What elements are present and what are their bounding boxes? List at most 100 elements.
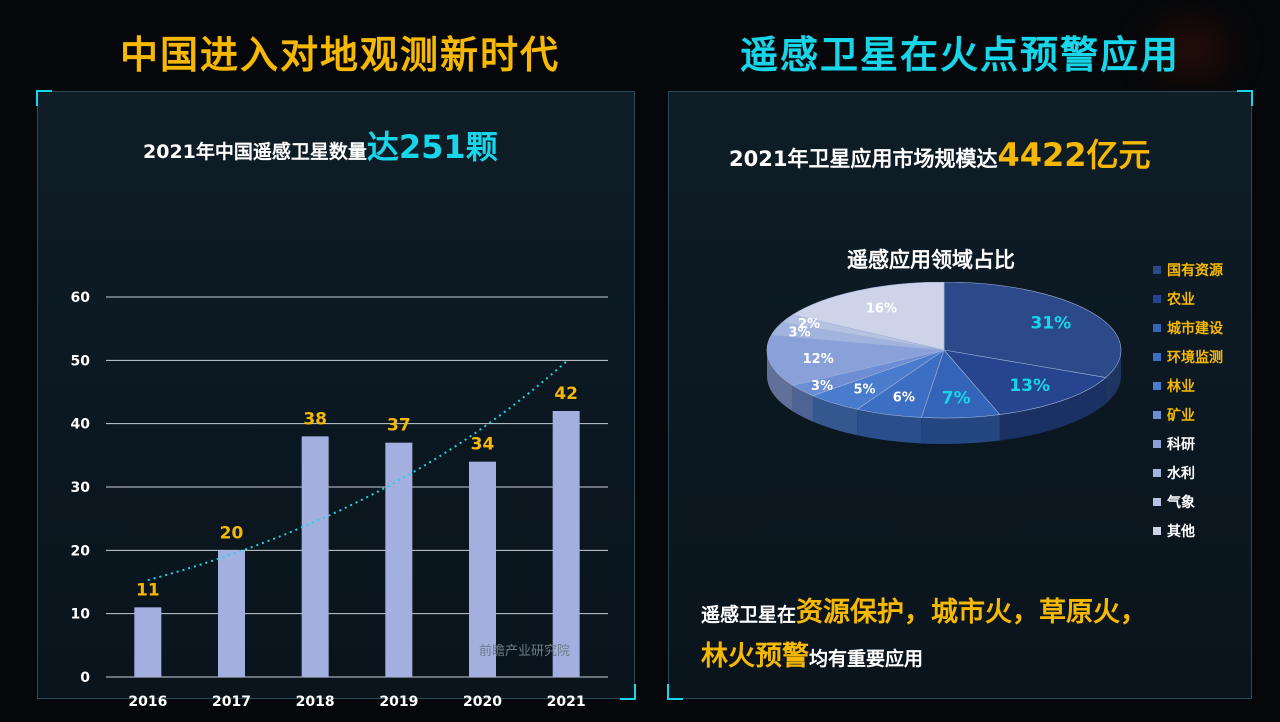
corner-accent <box>620 684 636 700</box>
y-tick-label: 50 <box>71 353 91 369</box>
legend-swatch <box>1153 526 1161 535</box>
legend-item: 农业 <box>1153 284 1223 313</box>
legend-item: 矿业 <box>1153 400 1223 429</box>
legend-item: 环境监测 <box>1153 342 1223 371</box>
pie-slice <box>943 282 1122 378</box>
x-tick-label: 2019 <box>379 694 418 710</box>
bar-value-label: 37 <box>387 416 411 436</box>
y-tick-label: 40 <box>71 417 91 433</box>
legend-item: 其他 <box>1153 516 1223 545</box>
legend-swatch <box>1153 381 1161 390</box>
legend-label: 科研 <box>1167 436 1195 453</box>
bar-value-label: 20 <box>220 523 244 543</box>
subtitle-highlight: 达251颗 <box>366 128 498 166</box>
x-tick-label: 2017 <box>212 694 251 710</box>
subtitle-highlight: 4422亿元 <box>997 136 1151 174</box>
legend-swatch <box>1153 410 1161 419</box>
pie-slice-label: 2% <box>798 317 820 332</box>
bar <box>469 461 496 677</box>
bar <box>134 607 162 677</box>
legend-label: 国有资源 <box>1167 262 1223 279</box>
legend-item: 气象 <box>1153 487 1223 516</box>
legend-swatch <box>1153 468 1161 477</box>
legend-swatch <box>1153 352 1161 361</box>
legend-label: 林业 <box>1167 378 1195 395</box>
legend-swatch <box>1153 265 1161 274</box>
subtitle-prefix: 2021年中国遥感卫星数量 <box>143 141 367 163</box>
bar <box>385 442 413 677</box>
bar <box>218 550 245 677</box>
legend-swatch <box>1153 294 1161 303</box>
pie-slice <box>943 349 1107 415</box>
corner-accent <box>667 684 683 700</box>
market-size-subtitle: 2021年卫星应用市场规模达4422亿元 <box>729 130 1151 176</box>
pie-slice-side <box>999 377 1106 441</box>
pie-slice-side <box>812 395 858 436</box>
desc-highlight1: 资源保护，城市火，草原火， <box>796 597 1148 628</box>
x-tick-label: 2021 <box>547 694 586 710</box>
pie-slice <box>791 282 945 351</box>
x-tick-label: 2018 <box>296 694 335 710</box>
application-description: 遥感卫星在资源保护，城市火，草原火， 林火预警均有重要应用 <box>701 592 1241 680</box>
legend-item: 水利 <box>1153 458 1223 487</box>
pie-slice-label: 5% <box>854 382 876 397</box>
pie-slice-label: 7% <box>942 389 971 409</box>
legend-item: 林业 <box>1153 371 1223 400</box>
bar-value-label: 11 <box>136 580 160 600</box>
bar-value-label: 42 <box>554 384 578 404</box>
pie-slice-side <box>767 350 793 412</box>
pie-slice-label: 3% <box>811 379 833 394</box>
left-heading: 中国进入对地观测新时代 <box>119 33 560 77</box>
desc-part2: 均有重要应用 <box>809 648 924 670</box>
legend-label: 农业 <box>1167 291 1195 308</box>
pie-slice-side <box>1105 350 1121 404</box>
desc-highlight2: 林火预警 <box>701 641 809 672</box>
bar-value-label: 34 <box>471 435 495 455</box>
legend-item: 城市建设 <box>1153 313 1223 342</box>
legend-label: 矿业 <box>1167 407 1195 424</box>
pie-slice-label: 13% <box>1009 376 1050 396</box>
bar <box>301 436 329 677</box>
source-label: 前瞻产业研究院 <box>479 644 571 659</box>
legend-label: 城市建设 <box>1167 320 1223 337</box>
satellite-bar-chart: 0 10 20 30 40 50 60 11 2016 20 2017 38 2018 37 2019 34 2… <box>71 290 608 710</box>
pie-slice-label: 16% <box>866 301 897 316</box>
legend-swatch <box>1153 439 1161 448</box>
legend-swatch <box>1153 323 1161 332</box>
legend-item: 国有资源 <box>1153 255 1223 284</box>
y-tick-label: 20 <box>71 543 91 559</box>
legend-item: 科研 <box>1153 429 1223 458</box>
y-tick-label: 10 <box>71 607 91 623</box>
subtitle-prefix: 2021年卫星应用市场规模达 <box>729 147 998 171</box>
x-tick-label: 2016 <box>128 694 167 710</box>
legend-label: 气象 <box>1167 494 1195 511</box>
bar-value-label: 38 <box>303 409 327 429</box>
pie-slice-label: 31% <box>1030 313 1071 333</box>
corner-accent <box>1237 90 1253 106</box>
pie-slice-label: 12% <box>803 352 834 367</box>
pie-title: 遥感应用领域占比 <box>847 248 1015 272</box>
corner-accent <box>36 90 52 106</box>
trend-line <box>147 360 567 582</box>
application-pie-chart: 31%13%7%6%5%3%12%3%2%16% <box>766 282 1122 444</box>
right-heading: 遥感卫星在火点预警应用 <box>739 33 1180 77</box>
pie-legend: 国有资源农业城市建设环境监测林业矿业科研水利气象其他 <box>1153 255 1223 545</box>
pie-slice-side <box>857 409 922 444</box>
bar <box>552 411 580 677</box>
background-glow <box>1150 20 1230 80</box>
pie-slice-side <box>921 414 1000 444</box>
y-tick-label: 60 <box>71 290 91 306</box>
pie-slice-side <box>792 385 813 422</box>
pie-chart-panel: 2021年卫星应用市场规模达4422亿元 遥感应用领域占比 31% 13% 7% 6%… <box>667 90 1253 700</box>
bar-chart-panel: 2021年中国遥感卫星数量达251颗 0 10 20 30 40 50 60 11 2016 20… <box>36 90 636 710</box>
desc-part1: 遥感卫星在 <box>701 604 797 626</box>
legend-swatch <box>1153 497 1161 506</box>
x-tick-label: 2020 <box>463 694 502 710</box>
legend-label: 水利 <box>1167 465 1195 482</box>
y-tick-label: 0 <box>80 670 90 686</box>
pie-slice-label: 6% <box>893 390 915 405</box>
satellite-count-subtitle: 2021年中国遥感卫星数量达251颗 <box>143 122 498 168</box>
pie-slice <box>766 334 945 386</box>
pie-slice-label: 3% <box>788 326 810 341</box>
legend-label: 其他 <box>1167 523 1195 540</box>
